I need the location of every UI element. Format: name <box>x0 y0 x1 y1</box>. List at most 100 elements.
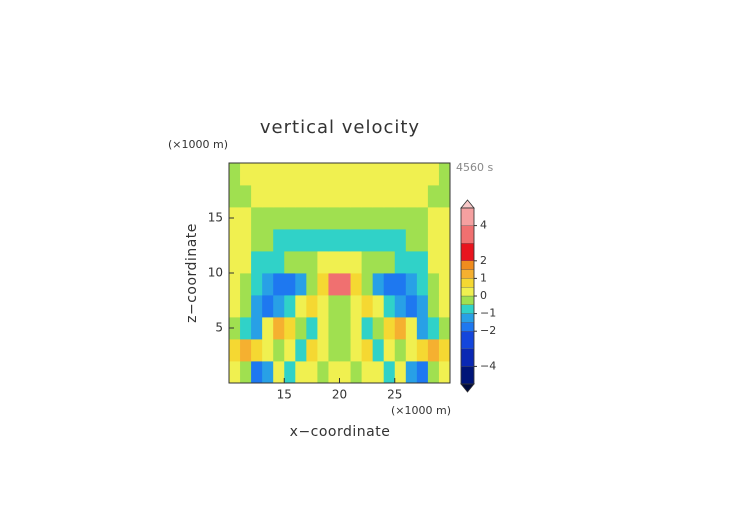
contour-cell <box>361 339 374 362</box>
contour-cell <box>427 295 440 318</box>
colorbar-tick-label: −2 <box>480 324 496 337</box>
contour-cell <box>361 251 374 274</box>
contour-cell <box>427 251 440 274</box>
contour-cell <box>416 361 429 384</box>
contour-cell <box>229 273 241 296</box>
contour-cell <box>427 207 440 230</box>
contour-cell <box>229 317 241 340</box>
contour-cell <box>273 229 285 252</box>
contour-cell <box>317 163 329 186</box>
contour-cell <box>229 339 241 362</box>
contour-cell <box>240 273 252 296</box>
contour-cell <box>350 185 362 208</box>
contour-cell <box>405 361 418 384</box>
contour-cell <box>284 273 296 296</box>
contour-cell <box>405 295 418 318</box>
contour-cell <box>273 361 285 384</box>
contour-cell <box>372 229 385 252</box>
x-axis-label: x−coordinate <box>290 424 391 440</box>
colorbar-band <box>460 269 475 279</box>
contour-cell <box>350 295 362 318</box>
x-tick-label: 20 <box>332 388 347 402</box>
contour-cell <box>372 163 385 186</box>
contour-cell <box>251 295 263 318</box>
y-tick-label: 10 <box>208 266 223 280</box>
contour-cell <box>383 251 396 274</box>
contour-cell <box>240 251 252 274</box>
contour-cell <box>262 207 274 230</box>
contour-cell <box>306 185 318 208</box>
colorbar-tick-label: 4 <box>480 219 487 232</box>
contour-cell <box>306 317 318 340</box>
contour-cell <box>405 185 418 208</box>
contour-cell <box>306 339 318 362</box>
contour-cell <box>262 185 274 208</box>
colorbar-band <box>460 304 475 314</box>
contour-cell <box>262 163 274 186</box>
contour-cell <box>284 185 296 208</box>
contour-cell <box>273 207 285 230</box>
contour-cell <box>405 251 418 274</box>
chart-title: vertical velocity <box>260 117 420 138</box>
contour-cell <box>295 251 307 274</box>
contour-cell <box>438 317 451 340</box>
x-unit: (×1000 m) <box>391 404 451 417</box>
y-unit: (×1000 m) <box>168 138 228 151</box>
contour-cell <box>416 251 429 274</box>
contour-cell <box>339 185 351 208</box>
colorbar-band <box>460 322 475 332</box>
colorbar-band <box>460 278 475 288</box>
contour-cell <box>317 361 329 384</box>
contour-cell <box>251 207 263 230</box>
contour-cell <box>383 229 396 252</box>
contour-cell <box>416 163 429 186</box>
contour-cell <box>416 229 429 252</box>
contour-cell <box>372 317 385 340</box>
contour-cell <box>372 251 385 274</box>
contour-cell <box>306 361 318 384</box>
contour-cell <box>328 251 340 274</box>
contour-cell <box>438 251 451 274</box>
contour-cell <box>361 295 374 318</box>
contour-cell <box>350 273 362 296</box>
contour-cell <box>394 207 407 230</box>
contour-cell <box>328 207 340 230</box>
contour-cell <box>372 207 385 230</box>
contour-cell <box>394 163 407 186</box>
contour-cell <box>372 273 385 296</box>
contour-cell <box>383 273 396 296</box>
contour-cell <box>273 185 285 208</box>
contour-cell <box>295 163 307 186</box>
contour-cell <box>240 361 252 384</box>
contour-cell <box>284 229 296 252</box>
contour-cell <box>416 207 429 230</box>
contour-cell <box>438 273 451 296</box>
contour-cell <box>361 229 374 252</box>
contour-cell <box>394 317 407 340</box>
contour-cell <box>251 361 263 384</box>
contour-cell <box>251 339 263 362</box>
contour-cell <box>394 185 407 208</box>
contour-cell <box>306 207 318 230</box>
axes: 15 20 25 5 10 15 <box>208 162 451 402</box>
contour-cell <box>339 339 351 362</box>
colorbar-band <box>460 366 475 385</box>
contour-cell <box>229 361 241 384</box>
contour-cell <box>427 317 440 340</box>
contour-cell <box>427 361 440 384</box>
time-label: 4560 s <box>456 161 493 174</box>
contour-cell <box>273 317 285 340</box>
colorbar-band <box>460 348 475 367</box>
contour-cell <box>405 207 418 230</box>
contour-cell <box>416 273 429 296</box>
contour-cell <box>295 295 307 318</box>
y-axis-label: z−coordinate <box>184 223 200 323</box>
contour-cell <box>284 339 296 362</box>
contour-cell <box>416 185 429 208</box>
contour-cell <box>240 317 252 340</box>
contour-cell <box>427 229 440 252</box>
contour-cell <box>251 273 263 296</box>
contour-cell <box>328 273 340 296</box>
colorbar-tick-label: 2 <box>480 254 487 267</box>
